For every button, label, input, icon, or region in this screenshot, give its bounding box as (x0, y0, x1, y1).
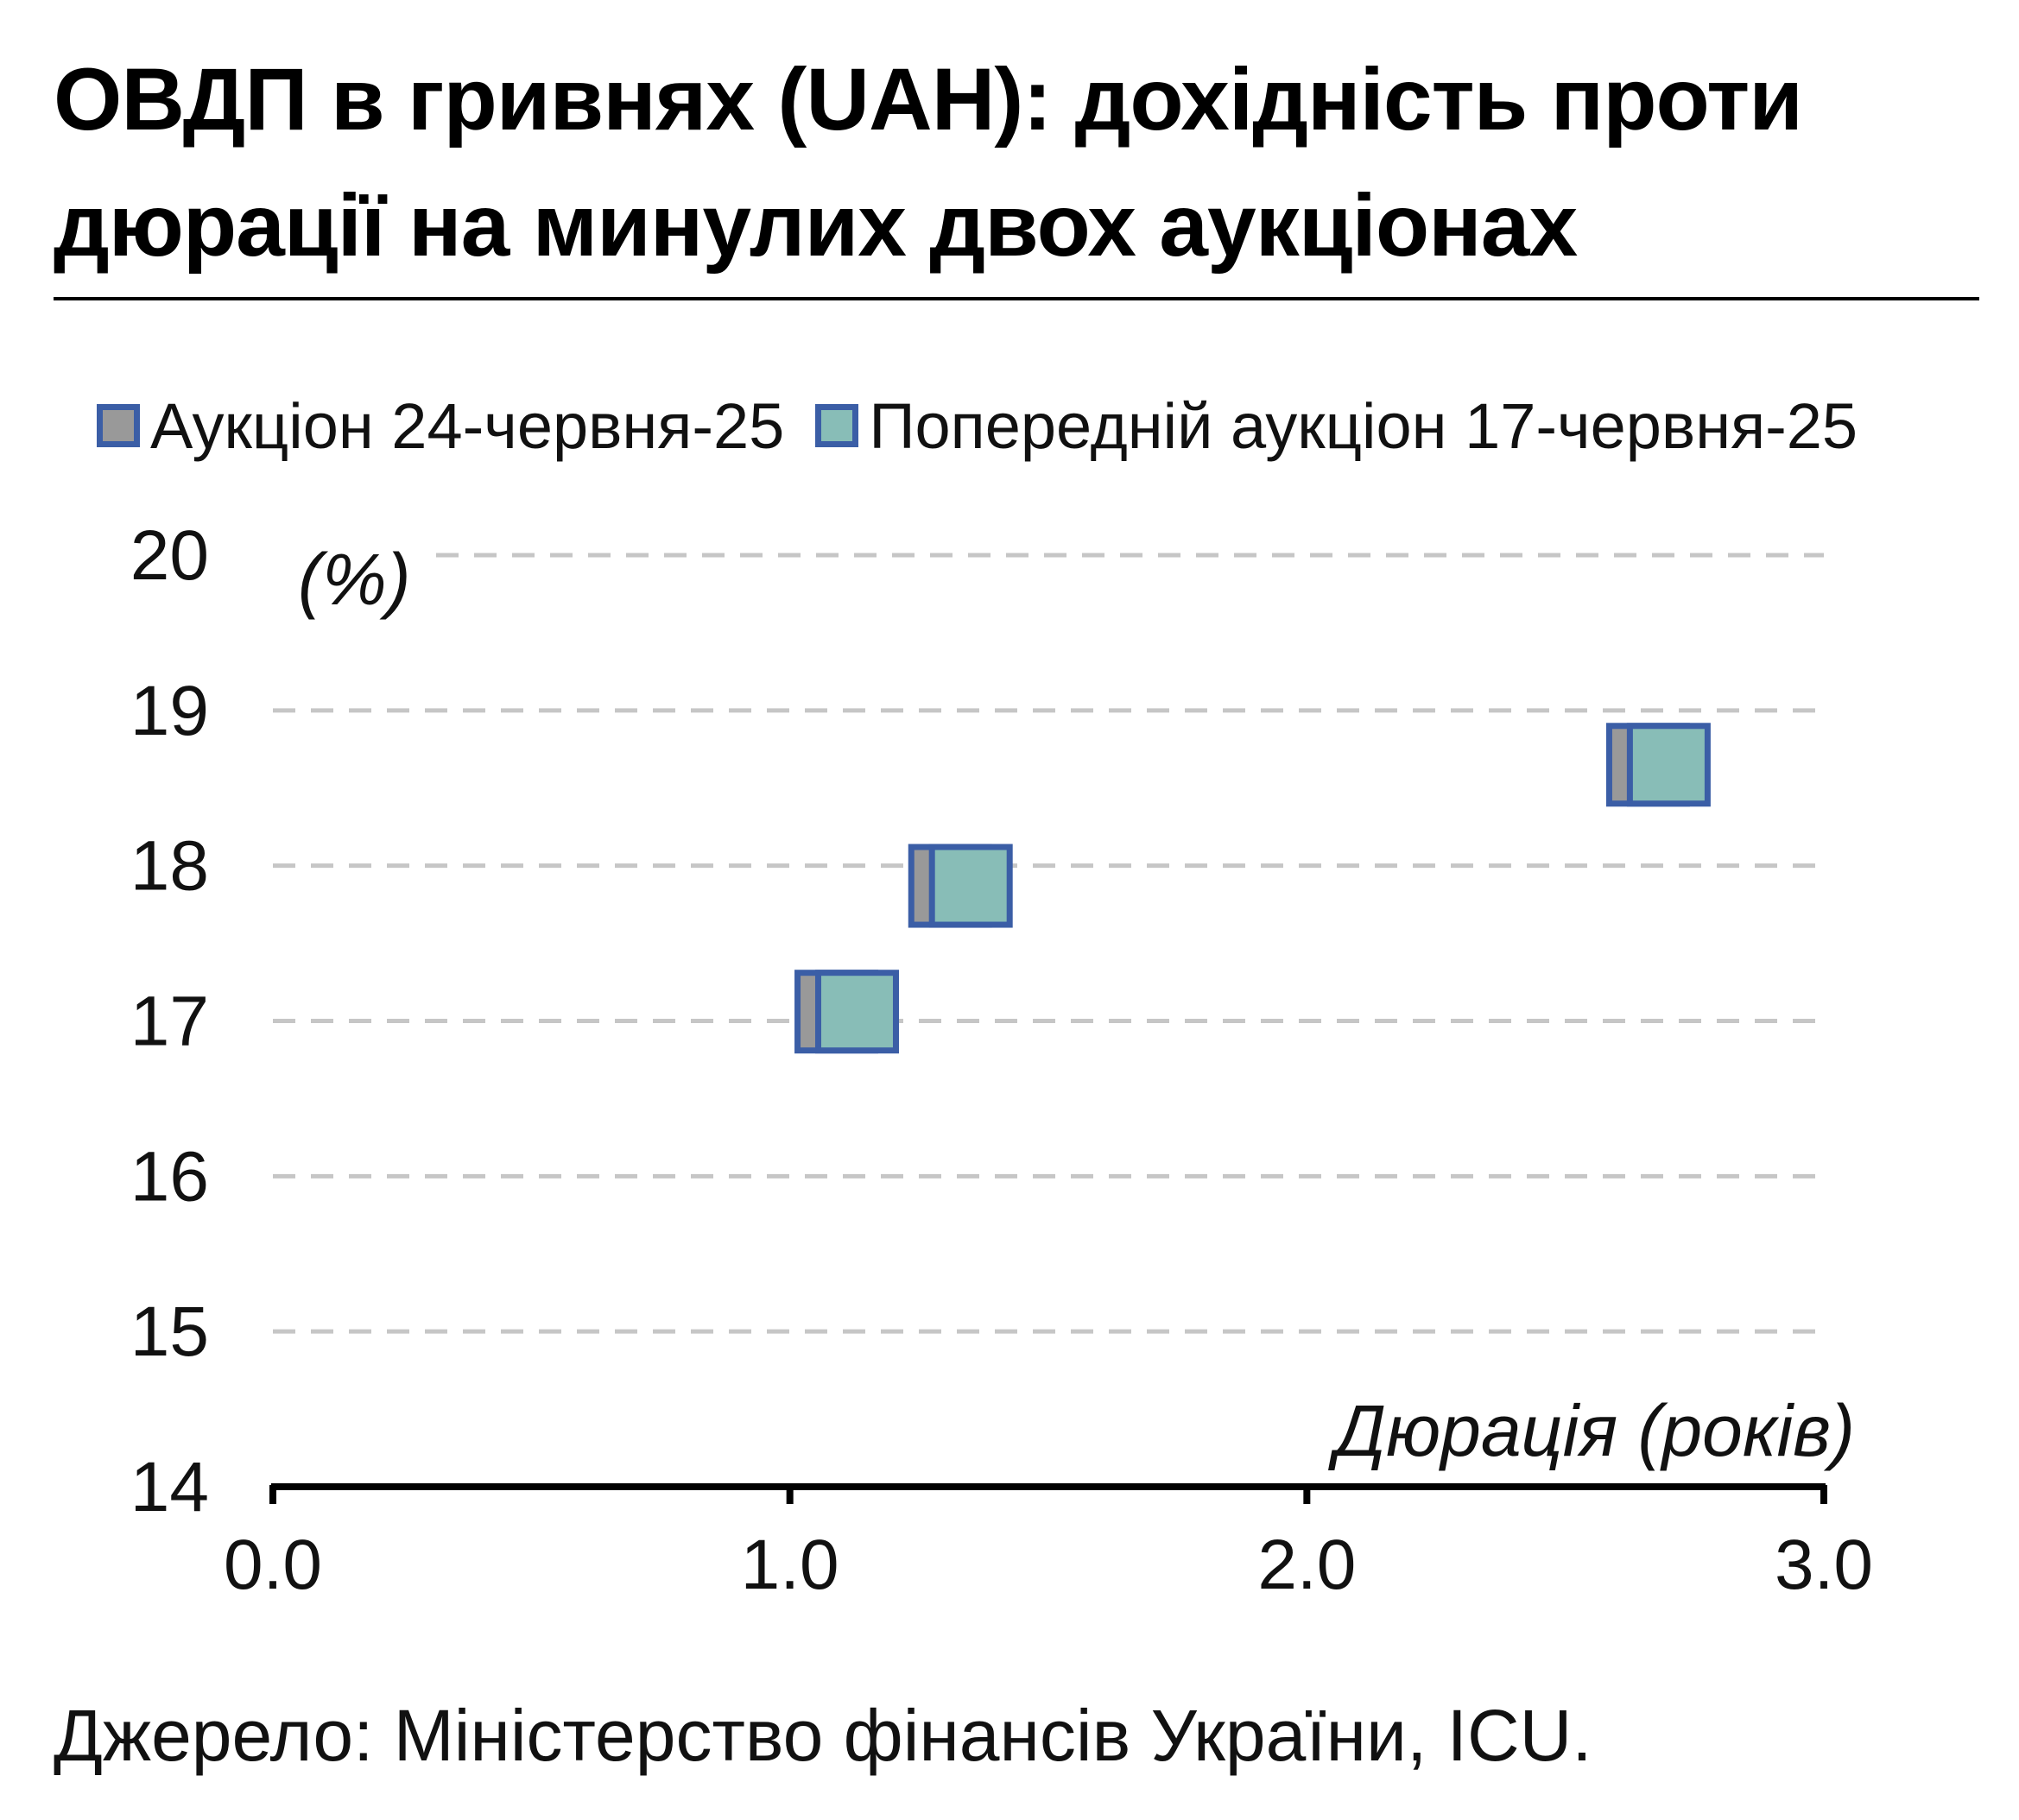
y-axis-label: (%) (298, 539, 411, 620)
chart-title: ОВДП в гривнях (UAH): дохідність проти д… (54, 50, 1803, 275)
y-tick-label: 18 (130, 827, 209, 906)
data-points (794, 723, 1711, 1054)
y-tick-label: 16 (130, 1137, 209, 1216)
x-tick-labels: 0.0 1.0 2.0 3.0 (224, 1526, 1873, 1604)
x-axis-label: Дюрація (років) (1328, 1390, 1855, 1471)
legend-swatch-previous (815, 404, 859, 447)
legend-label-current: Аукціон 24-червня-25 (150, 389, 785, 462)
legend-label-previous: Попередній аукціон 17-червня-25 (869, 389, 1858, 462)
legend-item-previous: Попередній аукціон 17-червня-25 (815, 389, 1858, 463)
x-axis (269, 1483, 1827, 1504)
data-point (814, 970, 899, 1054)
title-divider (54, 297, 1979, 300)
x-tick-label: 2.0 (1257, 1526, 1356, 1604)
y-tick-label: 15 (130, 1292, 209, 1371)
gridlines (273, 553, 1824, 1334)
scatter-chart: 14 15 16 17 18 19 20 0.0 1.0 2.0 3.0 (%) Дюрація … (130, 516, 1873, 1604)
x-tick-label: 3.0 (1775, 1526, 1873, 1604)
y-tick-label: 20 (130, 516, 209, 595)
data-point (928, 844, 1013, 928)
x-tick-label: 1.0 (741, 1526, 839, 1604)
source-note: Джерело: Міністерство фінансів України, … (54, 1695, 1592, 1776)
data-point (1626, 723, 1711, 807)
y-tick-label: 19 (130, 672, 209, 750)
legend-item-current: Аукціон 24-червня-25 (97, 389, 784, 463)
y-tick-label: 17 (130, 983, 209, 1061)
legend-swatch-current (97, 404, 140, 447)
y-tick-label: 14 (130, 1448, 209, 1526)
y-tick-labels: 14 15 16 17 18 19 20 (130, 516, 209, 1526)
legend: Аукціон 24-червня-25 Попередній аукціон … (97, 387, 1889, 464)
x-tick-label: 0.0 (224, 1526, 322, 1604)
